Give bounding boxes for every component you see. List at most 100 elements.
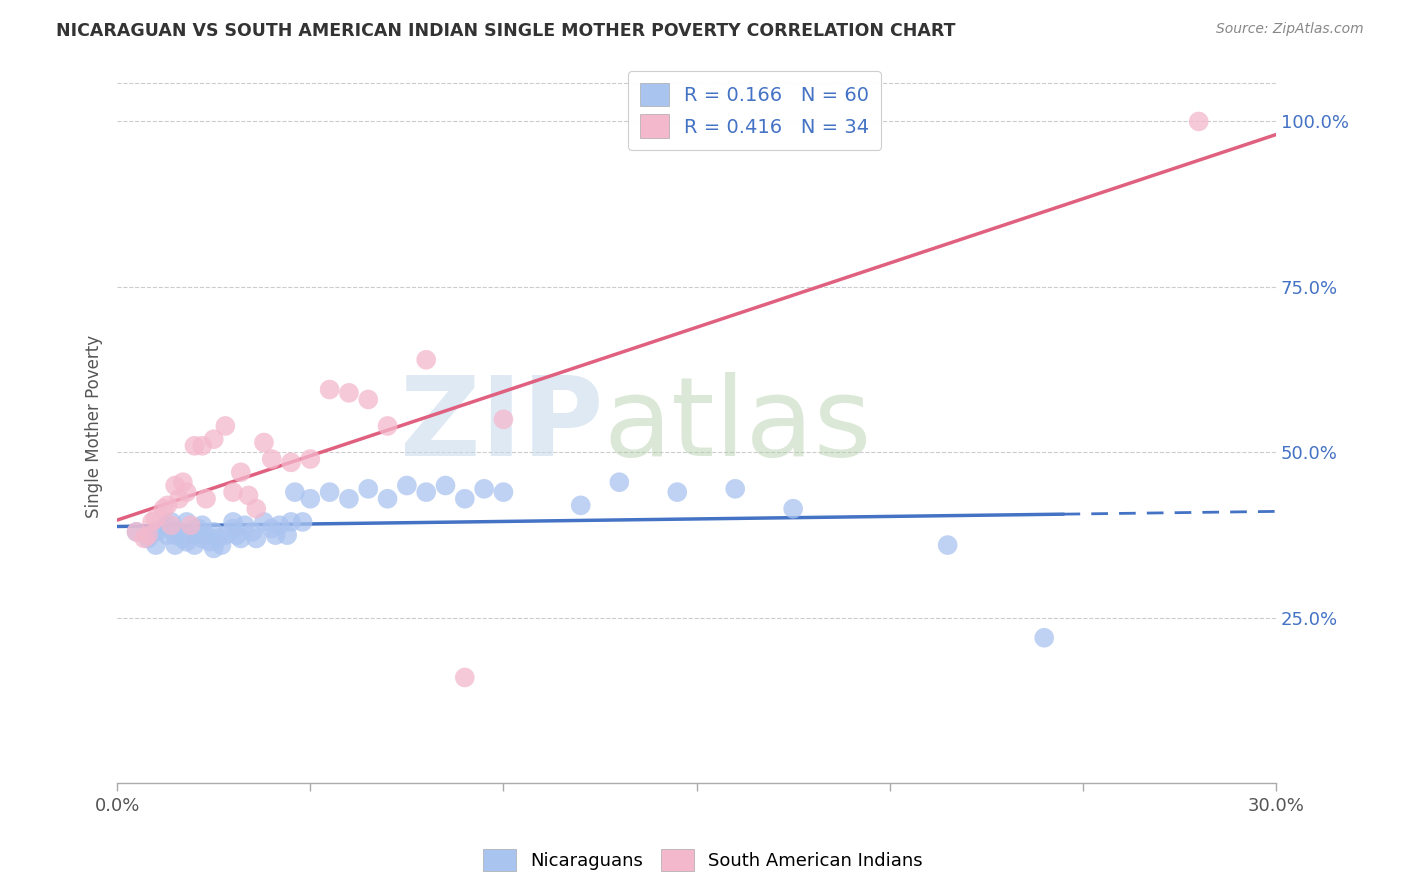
- Point: [395, 478, 418, 492]
- Point: [202, 432, 225, 446]
- Point: [1188, 114, 1211, 128]
- Point: [156, 528, 179, 542]
- Point: [299, 491, 322, 506]
- Point: [202, 541, 225, 556]
- Point: [229, 465, 252, 479]
- Point: [415, 485, 437, 500]
- Point: [183, 528, 205, 542]
- Point: [291, 515, 314, 529]
- Point: [276, 528, 298, 542]
- Point: [125, 524, 148, 539]
- Point: [202, 524, 225, 539]
- Point: [724, 482, 747, 496]
- Point: [782, 501, 804, 516]
- Text: atlas: atlas: [603, 373, 872, 479]
- Point: [280, 515, 302, 529]
- Point: [569, 499, 592, 513]
- Point: [172, 475, 194, 490]
- Point: [936, 538, 959, 552]
- Point: [167, 524, 190, 539]
- Point: [222, 485, 245, 500]
- Point: [195, 491, 218, 506]
- Point: [226, 528, 249, 542]
- Point: [377, 419, 399, 434]
- Point: [183, 538, 205, 552]
- Point: [152, 522, 174, 536]
- Point: [377, 491, 399, 506]
- Point: [195, 528, 218, 542]
- Point: [318, 383, 340, 397]
- Point: [253, 515, 276, 529]
- Point: [434, 478, 457, 492]
- Point: [191, 518, 214, 533]
- Point: [222, 515, 245, 529]
- Point: [337, 385, 360, 400]
- Point: [180, 524, 202, 539]
- Point: [253, 435, 276, 450]
- Point: [145, 524, 167, 539]
- Point: [337, 491, 360, 506]
- Point: [180, 518, 202, 533]
- Point: [454, 670, 477, 684]
- Text: ZIP: ZIP: [401, 373, 603, 479]
- Point: [214, 528, 236, 542]
- Point: [152, 501, 174, 516]
- Point: [165, 538, 187, 552]
- Point: [233, 518, 256, 533]
- Y-axis label: Single Mother Poverty: Single Mother Poverty: [86, 334, 103, 517]
- Point: [214, 419, 236, 434]
- Point: [156, 499, 179, 513]
- Point: [183, 439, 205, 453]
- Point: [160, 518, 183, 533]
- Point: [299, 452, 322, 467]
- Legend: Nicaraguans, South American Indians: Nicaraguans, South American Indians: [477, 842, 929, 879]
- Point: [284, 485, 307, 500]
- Point: [172, 532, 194, 546]
- Point: [176, 534, 198, 549]
- Point: [207, 532, 229, 546]
- Point: [492, 485, 515, 500]
- Point: [176, 515, 198, 529]
- Point: [156, 518, 179, 533]
- Point: [187, 522, 209, 536]
- Point: [145, 538, 167, 552]
- Point: [141, 515, 163, 529]
- Point: [472, 482, 495, 496]
- Point: [666, 485, 689, 500]
- Point: [125, 524, 148, 539]
- Text: NICARAGUAN VS SOUTH AMERICAN INDIAN SINGLE MOTHER POVERTY CORRELATION CHART: NICARAGUAN VS SOUTH AMERICAN INDIAN SING…: [56, 22, 956, 40]
- Text: Source: ZipAtlas.com: Source: ZipAtlas.com: [1216, 22, 1364, 37]
- Point: [134, 532, 156, 546]
- Point: [176, 485, 198, 500]
- Point: [160, 515, 183, 529]
- Legend: R = 0.166   N = 60, R = 0.416   N = 34: R = 0.166 N = 60, R = 0.416 N = 34: [628, 71, 882, 150]
- Point: [454, 491, 477, 506]
- Point: [191, 439, 214, 453]
- Point: [415, 352, 437, 367]
- Point: [280, 455, 302, 469]
- Point: [260, 452, 283, 467]
- Point: [318, 485, 340, 500]
- Point: [222, 522, 245, 536]
- Point: [245, 532, 267, 546]
- Point: [165, 478, 187, 492]
- Point: [357, 392, 380, 407]
- Point: [136, 532, 159, 546]
- Point: [238, 488, 260, 502]
- Point: [607, 475, 630, 490]
- Point: [198, 534, 221, 549]
- Point: [211, 538, 233, 552]
- Point: [245, 501, 267, 516]
- Point: [165, 528, 187, 542]
- Point: [167, 491, 190, 506]
- Point: [242, 524, 264, 539]
- Point: [492, 412, 515, 426]
- Point: [145, 511, 167, 525]
- Point: [264, 528, 287, 542]
- Point: [1033, 631, 1056, 645]
- Point: [357, 482, 380, 496]
- Point: [229, 532, 252, 546]
- Point: [269, 518, 291, 533]
- Point: [136, 528, 159, 542]
- Point: [260, 522, 283, 536]
